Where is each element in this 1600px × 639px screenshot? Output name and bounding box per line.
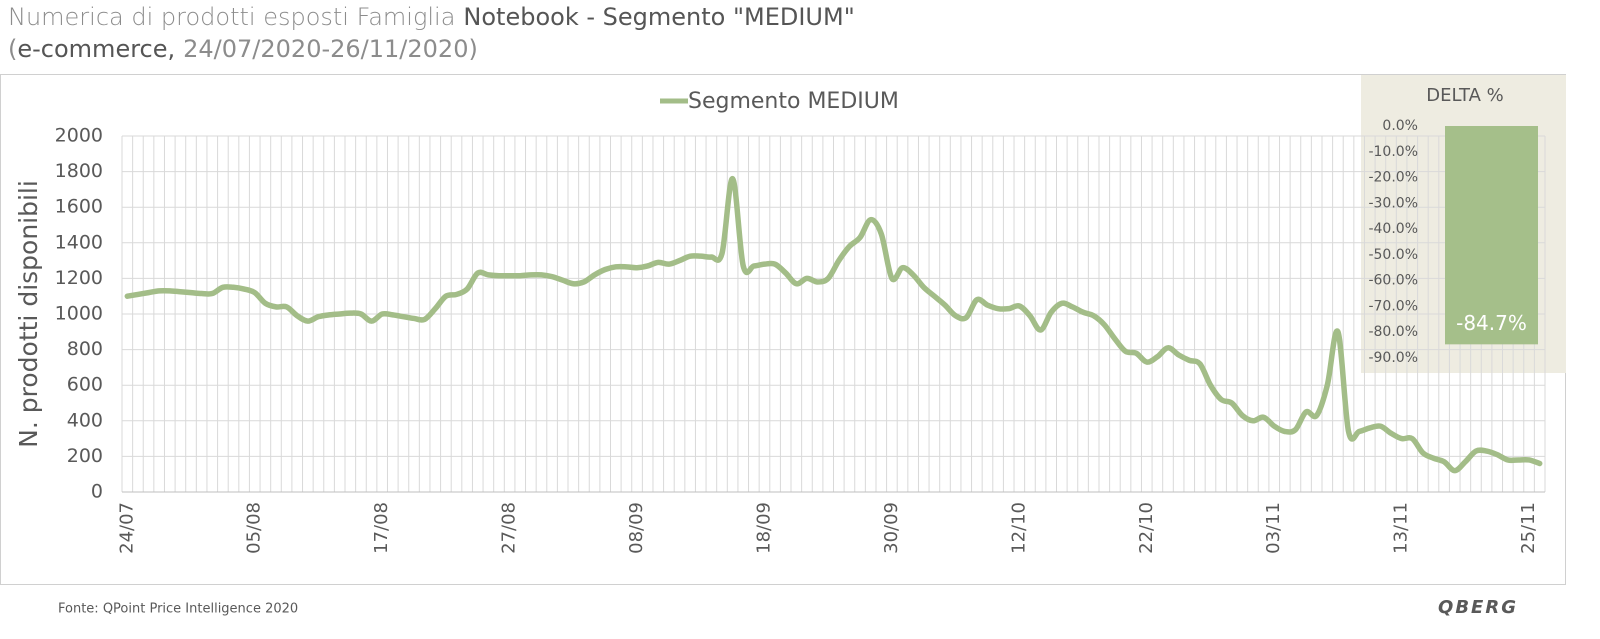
- chart-frame: [0, 74, 1566, 585]
- y-tick-label: 1400: [55, 231, 103, 253]
- y-tick-label: -20.0%: [1368, 170, 1418, 186]
- panel-title: DELTA %: [1426, 85, 1504, 106]
- x-tick-label: 12/10: [1008, 502, 1029, 554]
- x-tick-label: 13/11: [1391, 502, 1412, 554]
- y-tick-label: -60.0%: [1368, 273, 1418, 289]
- y-tick-label: -40.0%: [1368, 221, 1418, 237]
- y-tick-label: 0.0%: [1382, 118, 1418, 134]
- y-tick-label: 200: [67, 445, 103, 467]
- y-tick-label: -30.0%: [1368, 195, 1418, 211]
- title-bold: Notebook - Segmento "MEDIUM": [463, 3, 854, 31]
- y-tick-label: -90.0%: [1368, 350, 1418, 366]
- y-tick-label: 1200: [55, 267, 103, 289]
- x-tick-label: 22/10: [1136, 502, 1157, 554]
- y-tick-label: -10.0%: [1368, 144, 1418, 160]
- subtitle-run: (: [8, 35, 17, 63]
- x-tick-label: 03/11: [1263, 502, 1284, 554]
- y-tick-label: 0: [91, 481, 103, 503]
- y-tick-label: -80.0%: [1368, 324, 1418, 340]
- subtitle-run: e-commerce,: [17, 35, 175, 63]
- y-tick-label: 1600: [55, 196, 103, 218]
- y-tick-label: 1000: [55, 303, 103, 325]
- y-tick-label: -70.0%: [1368, 298, 1418, 314]
- line-series: [124, 175, 1543, 474]
- title: Numerica di prodotti esposti Famiglia Not…: [8, 3, 855, 31]
- x-tick-label: 27/08: [499, 502, 520, 554]
- legend-label: Segmento MEDIUM: [688, 89, 899, 114]
- x-tick-label: 08/09: [626, 502, 647, 554]
- y-axis-label: N. prodotti disponibili: [14, 180, 43, 448]
- y-tick-label: 1800: [55, 160, 103, 182]
- footer: Fonte: QPoint Price Intelligence 2020: [58, 602, 298, 617]
- y-tick-label: 800: [67, 338, 103, 360]
- y-tick-label: -50.0%: [1368, 247, 1418, 263]
- x-tick-label: 17/08: [371, 502, 392, 554]
- x-tick-label: 18/09: [753, 502, 774, 554]
- x-tick-label: 30/09: [881, 502, 902, 554]
- y-tick-label: 600: [67, 374, 103, 396]
- x-tick-label: 25/11: [1518, 502, 1539, 554]
- x-tick-label: 24/07: [116, 502, 137, 554]
- y-tick-label: 400: [67, 409, 103, 431]
- subtitle-run: 24/07/2020-26/11/2020): [183, 35, 478, 63]
- x-tick-label: 05/08: [244, 502, 265, 554]
- logo: QBERG: [1438, 597, 1518, 618]
- value-label: -84.7%: [1456, 311, 1527, 335]
- y-tick-label: 2000: [55, 125, 103, 147]
- bar: [1445, 126, 1538, 345]
- title-text: Numerica di prodotti esposti Famiglia: [8, 3, 455, 31]
- subtitle: (e-commerce, 24/07/2020-26/11/2020): [8, 35, 478, 63]
